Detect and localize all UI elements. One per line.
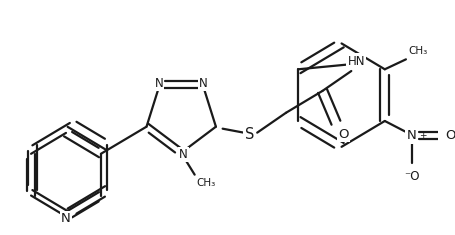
Text: ⁻O: ⁻O <box>404 170 420 183</box>
Text: O: O <box>445 129 455 142</box>
Text: CH₃: CH₃ <box>197 178 216 188</box>
Text: HN: HN <box>348 55 365 68</box>
Text: N: N <box>179 148 187 161</box>
Text: +: + <box>420 131 427 140</box>
Text: N: N <box>199 77 208 90</box>
Text: N: N <box>407 129 417 142</box>
Text: N: N <box>61 212 71 225</box>
Text: CH₃: CH₃ <box>409 46 428 56</box>
Text: N: N <box>154 77 163 90</box>
Text: O: O <box>338 128 349 141</box>
Text: S: S <box>245 127 254 142</box>
